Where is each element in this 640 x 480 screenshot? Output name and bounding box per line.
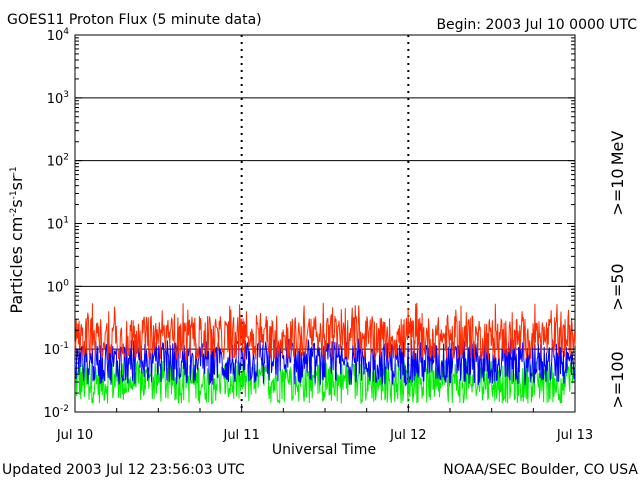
units-label: MeV xyxy=(608,131,627,166)
y-tick-label: 104 xyxy=(47,27,70,44)
legend-series-10: >=10 xyxy=(608,168,627,215)
plot-area: 104 103 102 101 100 10-1 10-2 xyxy=(43,27,576,421)
updated-label: Updated 2003 Jul 12 23:56:03 UTC xyxy=(2,462,245,478)
begin-label: Begin: 2003 Jul 10 0000 UTC xyxy=(436,17,637,33)
y-tick-label: 103 xyxy=(47,90,69,107)
x-tick-label: Jul 10 xyxy=(56,428,93,443)
series-line-10mev xyxy=(74,302,576,360)
x-tick-label: Jul 12 xyxy=(389,428,426,443)
series-line-50mev xyxy=(74,338,576,387)
legend-series-50: >=50 xyxy=(608,263,627,310)
x-tick-label: Jul 13 xyxy=(556,428,593,443)
svg-text:Particles cm-2s-1sr-1: Particles cm-2s-1sr-1 xyxy=(7,166,26,313)
y-tick-label: 102 xyxy=(47,153,69,170)
y-axis-label: Particles cm-2s-1sr-1 xyxy=(7,166,26,313)
credit-label: NOAA/SEC Boulder, CO USA xyxy=(443,462,638,478)
y-tick-label: 10-1 xyxy=(43,341,69,358)
legend: MeV >=10 >=50 >=100 xyxy=(608,131,627,409)
y-tick-label: 100 xyxy=(47,278,70,295)
x-tick-label: Jul 11 xyxy=(222,428,259,443)
x-axis-label: Universal Time xyxy=(272,442,376,458)
legend-series-100: >=100 xyxy=(608,351,627,408)
chart-title: GOES11 Proton Flux (5 minute data) xyxy=(7,12,262,28)
y-tick-label: 10-2 xyxy=(43,404,69,421)
y-tick-label: 101 xyxy=(47,216,69,233)
